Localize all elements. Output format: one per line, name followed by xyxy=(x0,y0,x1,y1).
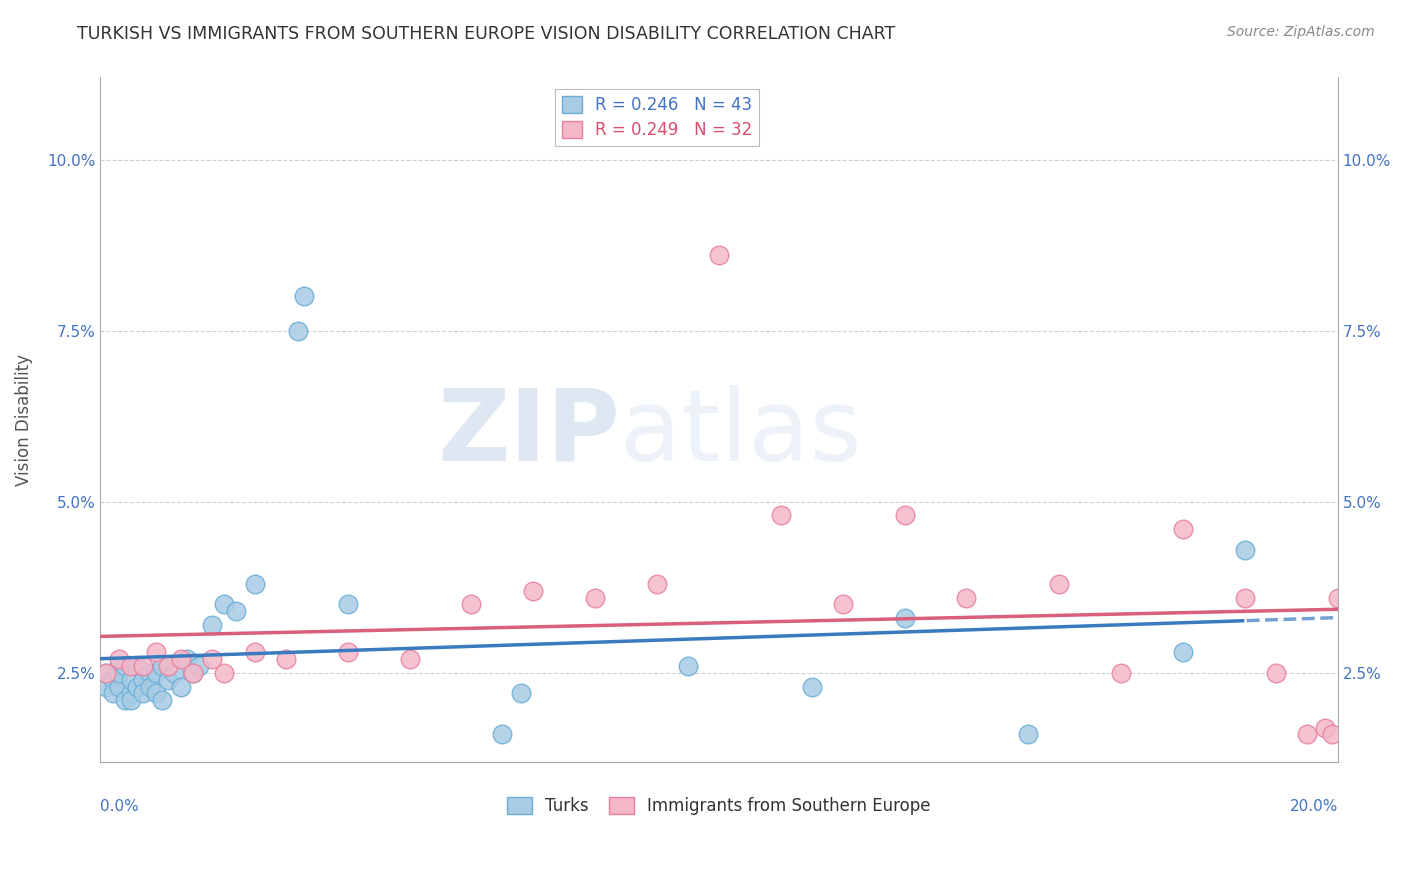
Point xyxy=(169,652,191,666)
Point xyxy=(336,598,359,612)
Point xyxy=(1171,522,1194,536)
Point xyxy=(101,686,124,700)
Point xyxy=(800,680,823,694)
Point xyxy=(522,583,544,598)
Point xyxy=(150,659,173,673)
Point xyxy=(114,659,136,673)
Point xyxy=(336,645,359,659)
Point xyxy=(188,659,211,673)
Point xyxy=(157,659,180,673)
Point xyxy=(893,611,915,625)
Point xyxy=(583,591,606,605)
Point xyxy=(491,727,513,741)
Point xyxy=(181,665,204,680)
Point xyxy=(127,659,149,673)
Point xyxy=(1047,577,1070,591)
Point xyxy=(707,248,730,262)
Text: atlas: atlas xyxy=(620,384,862,482)
Point xyxy=(101,673,124,687)
Point xyxy=(676,659,699,673)
Legend: R = 0.246   N = 43, R = 0.249   N = 32: R = 0.246 N = 43, R = 0.249 N = 32 xyxy=(555,89,759,145)
Point xyxy=(157,673,180,687)
Point xyxy=(107,665,129,680)
Point xyxy=(127,680,149,694)
Point xyxy=(169,680,191,694)
Point xyxy=(212,598,235,612)
Point xyxy=(1171,645,1194,659)
Point xyxy=(1233,591,1256,605)
Point xyxy=(212,665,235,680)
Text: Source: ZipAtlas.com: Source: ZipAtlas.com xyxy=(1227,25,1375,39)
Point xyxy=(176,652,198,666)
Point xyxy=(138,665,160,680)
Point xyxy=(1320,727,1343,741)
Point xyxy=(225,604,247,618)
Point xyxy=(1264,665,1286,680)
Point xyxy=(243,577,266,591)
Point xyxy=(120,686,142,700)
Point xyxy=(955,591,977,605)
Point xyxy=(1326,591,1348,605)
Point xyxy=(1233,542,1256,557)
Text: 0.0%: 0.0% xyxy=(100,799,139,814)
Point xyxy=(132,659,155,673)
Point xyxy=(1295,727,1317,741)
Point xyxy=(1315,721,1337,735)
Point xyxy=(114,693,136,707)
Point xyxy=(1017,727,1039,741)
Point xyxy=(145,665,167,680)
Point xyxy=(107,659,129,673)
Point xyxy=(769,508,792,523)
Point xyxy=(645,577,668,591)
Point xyxy=(398,652,420,666)
Point xyxy=(107,652,129,666)
Point xyxy=(274,652,297,666)
Text: 20.0%: 20.0% xyxy=(1289,799,1337,814)
Point xyxy=(181,665,204,680)
Point xyxy=(145,686,167,700)
Point xyxy=(96,665,118,680)
Point xyxy=(96,665,118,680)
Point xyxy=(200,652,222,666)
Point xyxy=(893,508,915,523)
Text: TURKISH VS IMMIGRANTS FROM SOUTHERN EUROPE VISION DISABILITY CORRELATION CHART: TURKISH VS IMMIGRANTS FROM SOUTHERN EURO… xyxy=(77,25,896,43)
Point xyxy=(150,693,173,707)
Text: ZIP: ZIP xyxy=(437,384,620,482)
Point xyxy=(120,673,142,687)
Y-axis label: Vision Disability: Vision Disability xyxy=(15,353,32,485)
Point xyxy=(509,686,531,700)
Point xyxy=(120,659,142,673)
Point xyxy=(292,289,315,303)
Point xyxy=(132,686,155,700)
Point xyxy=(831,598,853,612)
Point xyxy=(200,618,222,632)
Point xyxy=(96,680,118,694)
Point xyxy=(138,680,160,694)
Point xyxy=(145,645,167,659)
Point xyxy=(120,693,142,707)
Point xyxy=(107,680,129,694)
Point xyxy=(132,673,155,687)
Point xyxy=(460,598,482,612)
Point xyxy=(243,645,266,659)
Point xyxy=(1109,665,1132,680)
Point xyxy=(287,324,309,338)
Point xyxy=(163,665,186,680)
